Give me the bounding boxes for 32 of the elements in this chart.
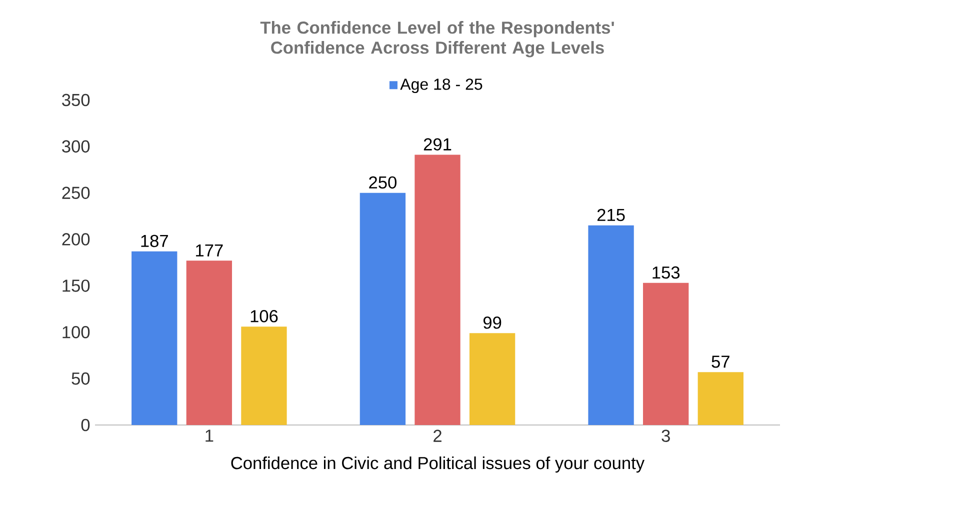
y-tick-label: 350: [62, 94, 90, 106]
bar: [360, 192, 406, 425]
x-axis-title: Confidence in Civic and Political issues of your county: [231, 456, 645, 473]
bar: [186, 260, 232, 425]
bar: [469, 333, 516, 425]
data-label: 153: [652, 266, 680, 279]
legend-label: Age 18 - 25: [400, 78, 482, 94]
x-tick-label: 3: [662, 430, 670, 442]
data-label: 187: [141, 234, 168, 248]
y-tick-label: 250: [62, 186, 90, 199]
data-label: 106: [250, 310, 278, 322]
data-label: 99: [483, 316, 502, 329]
data-label: 177: [196, 244, 223, 256]
y-tick-label: 200: [62, 233, 90, 246]
y-tick-label: 150: [62, 280, 90, 292]
chart-title: The Confidence Level of the Respondents' Confidence Across Different Age Levels: [260, 21, 614, 58]
data-label: 215: [597, 208, 625, 222]
data-label: 250: [369, 176, 396, 189]
bar: [588, 225, 634, 425]
data-label: 291: [424, 138, 452, 151]
y-tick-label: 300: [62, 140, 90, 153]
x-tick-label: 1: [206, 430, 214, 442]
bar: [241, 326, 287, 425]
bar: [132, 251, 178, 425]
bar: [643, 282, 689, 425]
data-label: 57: [712, 356, 730, 368]
y-tick-label: 100: [62, 326, 90, 338]
y-tick-label: 50: [72, 372, 90, 385]
y-tick-label: 0: [81, 418, 90, 432]
x-tick-label: 2: [434, 430, 442, 442]
bar: [414, 154, 460, 425]
bar: [698, 372, 744, 425]
